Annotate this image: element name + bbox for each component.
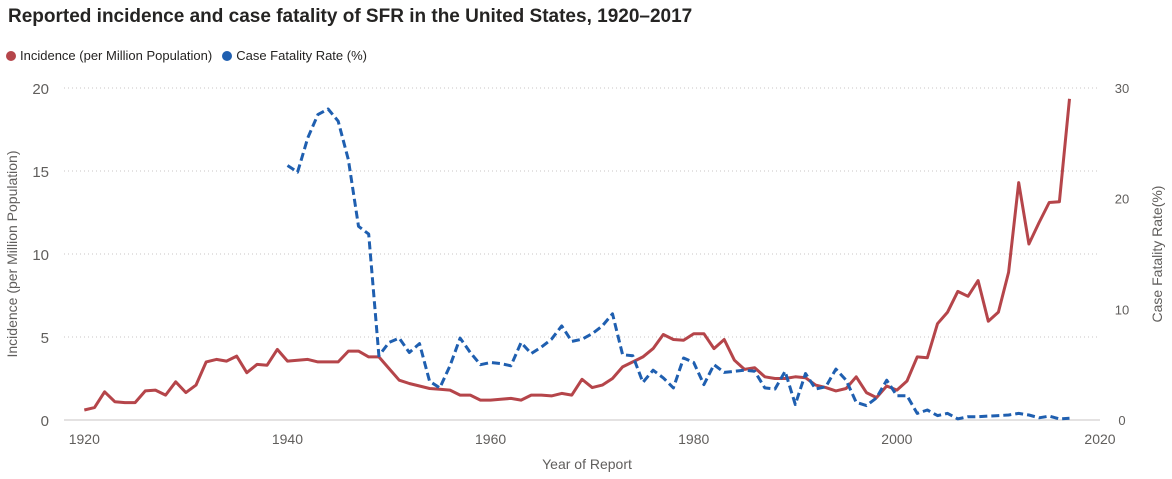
x-tick-label: 1980 (678, 431, 709, 447)
x-axis-label: Year of Report (542, 456, 632, 472)
x-tick-label: 1960 (475, 431, 506, 447)
y-tick-label: 10 (32, 247, 49, 264)
legend-item-case-fatality[interactable]: Case Fatality Rate (%) (222, 48, 367, 63)
y2-tick-label: 0 (1118, 413, 1125, 428)
x-tick-label: 2000 (881, 431, 912, 447)
y-tick-label: 15 (32, 164, 49, 181)
case-fatality-series-line[interactable] (286, 107, 1070, 421)
legend-label-case-fatality: Case Fatality Rate (%) (236, 48, 367, 63)
x-tick-label: 1920 (69, 431, 100, 447)
x-tick-label: 1940 (272, 431, 303, 447)
y2-tick-label: 20 (1115, 192, 1129, 207)
legend: Incidence (per Million Population) Case … (6, 48, 377, 63)
y-tick-label: 20 (32, 81, 49, 98)
y-tick-label: 0 (41, 413, 49, 430)
legend-label-incidence: Incidence (per Million Population) (20, 48, 213, 63)
y2-axis-label: Case Fatality Rate(%) (1149, 186, 1165, 323)
gridlines (64, 87, 1100, 421)
tick-labels: 0 5 10 15 20 0 10 20 30 1920 1940 1960 1980 2000 2020 (32, 81, 1129, 447)
legend-marker-incidence-icon (6, 50, 16, 61)
series-lines (83, 98, 1071, 421)
legend-item-incidence[interactable]: Incidence (per Million Population) (6, 48, 212, 63)
x-tick-label: 2020 (1084, 431, 1115, 447)
chart-title: Reported incidence and case fatality of … (8, 6, 693, 27)
y2-tick-label: 30 (1115, 81, 1129, 96)
y2-tick-label: 10 (1115, 302, 1129, 317)
legend-marker-case-fatality-icon (222, 50, 233, 61)
y-axis-label: Incidence (per Million Population) (4, 151, 20, 358)
y-tick-label: 5 (41, 330, 49, 347)
incidence-series-line[interactable] (83, 98, 1071, 412)
